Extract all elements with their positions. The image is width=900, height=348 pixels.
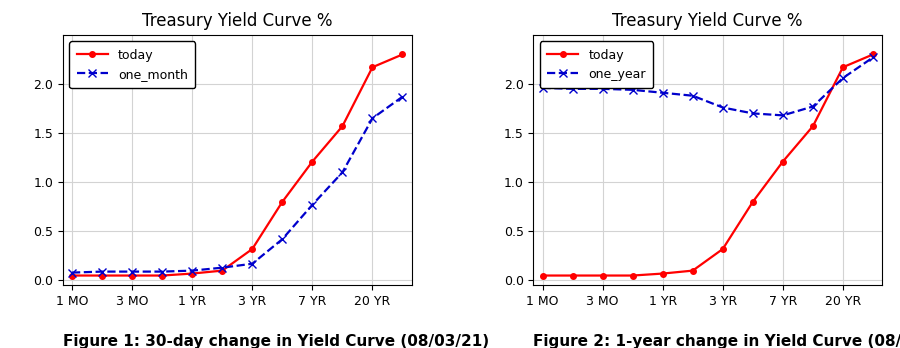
today — [688, 269, 698, 273]
today — [598, 274, 608, 278]
today — [778, 159, 788, 164]
one_month — [67, 270, 77, 275]
one_year — [537, 86, 548, 90]
today — [397, 52, 408, 56]
today — [367, 65, 378, 69]
one_month — [127, 269, 138, 274]
Line: one_year: one_year — [538, 53, 878, 120]
one_month — [247, 262, 257, 266]
one_year — [688, 94, 698, 98]
one_year — [717, 105, 728, 110]
one_year — [598, 87, 608, 91]
one_month — [307, 203, 318, 207]
Line: today: today — [540, 52, 876, 278]
today — [96, 274, 107, 278]
today — [868, 52, 878, 56]
today — [187, 271, 198, 276]
today — [277, 200, 288, 204]
today — [157, 274, 167, 278]
Legend: today, one_year: today, one_year — [540, 41, 653, 88]
one_year — [627, 88, 638, 92]
today — [807, 124, 818, 128]
one_month — [277, 237, 288, 241]
today — [567, 274, 578, 278]
one_month — [187, 269, 198, 273]
Legend: today, one_month: today, one_month — [69, 41, 195, 88]
one_year — [657, 91, 668, 95]
today — [537, 274, 548, 278]
one_year — [567, 87, 578, 91]
one_month — [397, 95, 408, 99]
Title: Treasury Yield Curve %: Treasury Yield Curve % — [613, 13, 803, 31]
today — [657, 271, 668, 276]
one_month — [367, 116, 378, 120]
one_year — [838, 76, 849, 80]
Title: Treasury Yield Curve %: Treasury Yield Curve % — [142, 13, 332, 31]
today — [717, 247, 728, 251]
Line: one_month: one_month — [68, 93, 407, 277]
Line: today: today — [69, 52, 405, 278]
one_month — [217, 266, 228, 270]
one_year — [747, 111, 758, 116]
today — [247, 247, 257, 251]
one_year — [807, 104, 818, 109]
today — [127, 274, 138, 278]
today — [337, 124, 347, 128]
Text: Figure 1: 30-day change in Yield Curve (08/03/21): Figure 1: 30-day change in Yield Curve (… — [63, 334, 489, 348]
today — [217, 269, 228, 273]
one_year — [778, 113, 788, 118]
today — [747, 200, 758, 204]
today — [307, 159, 318, 164]
Text: Figure 2: 1-year change in Yield Curve (08/03/21): Figure 2: 1-year change in Yield Curve (… — [534, 334, 900, 348]
one_month — [157, 269, 167, 274]
one_month — [96, 269, 107, 274]
one_month — [337, 170, 347, 174]
today — [838, 65, 849, 69]
today — [627, 274, 638, 278]
today — [67, 274, 77, 278]
one_year — [868, 55, 878, 60]
